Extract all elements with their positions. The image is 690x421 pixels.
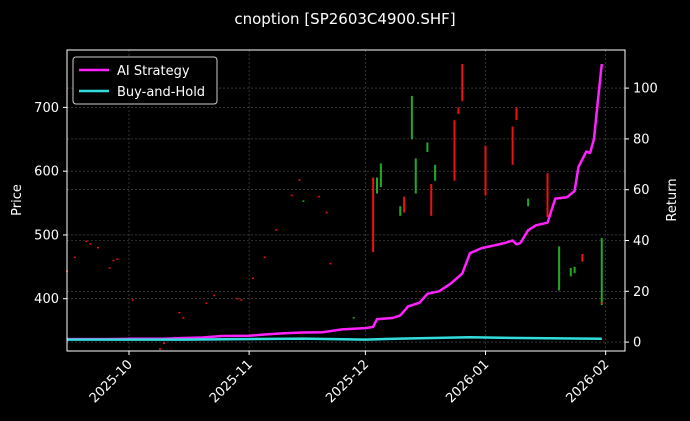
- legend-label-strategy: AI Strategy: [117, 64, 190, 79]
- y-right-axis: 0 20 40 60 80 100: [625, 82, 658, 351]
- y-right-tick-label: 40: [633, 234, 650, 249]
- y-right-tick-label: 100: [633, 82, 658, 97]
- price-mark: [213, 294, 216, 297]
- candle: [573, 266, 576, 274]
- price-mark: [275, 229, 278, 231]
- y-left-axis: 400 500 600 700: [34, 101, 67, 307]
- y-right-tick-label: 20: [633, 285, 650, 300]
- candle: [426, 142, 429, 153]
- series-line-strategy: [67, 63, 604, 341]
- y-right-label: Return: [665, 178, 680, 221]
- chart-title: cnoption [SP2603C4900.SHF]: [234, 10, 455, 28]
- y-left-tick-label: 500: [34, 228, 59, 243]
- price-mark: [263, 256, 266, 259]
- y-left-label: Price: [10, 184, 25, 216]
- price-mark: [162, 342, 165, 345]
- series-lines: [67, 63, 604, 341]
- y-right-tick-label: 80: [633, 132, 650, 147]
- candle: [461, 64, 464, 102]
- price-mark: [85, 240, 88, 243]
- candle: [546, 173, 549, 218]
- y-left-tick-label: 700: [34, 101, 59, 116]
- price-mark: [73, 256, 76, 259]
- price-mark: [236, 297, 239, 300]
- price-mark: [600, 302, 603, 304]
- candles: [372, 64, 603, 306]
- candle: [430, 183, 433, 216]
- candle: [515, 107, 518, 121]
- price-mark: [182, 317, 185, 319]
- candle: [581, 254, 584, 262]
- series-line-buy-hold: [67, 336, 602, 341]
- price-mark: [240, 299, 243, 301]
- candle: [484, 145, 487, 196]
- y-right-tick-label: 0: [633, 336, 641, 351]
- legend: AI Strategy Buy-and-Hold: [72, 56, 218, 105]
- candle: [399, 206, 402, 216]
- price-mark: [205, 302, 208, 304]
- price-mark: [159, 348, 161, 350]
- price-mark: [352, 317, 355, 319]
- candle: [527, 198, 530, 207]
- grid: [67, 50, 625, 351]
- legend-label-buy-hold: Buy-and-Hold: [117, 85, 205, 100]
- candle: [569, 268, 572, 277]
- candle: [457, 107, 460, 114]
- plot-frame: [66, 49, 626, 352]
- candle: [600, 238, 603, 306]
- y-left-tick-label: 400: [34, 292, 59, 307]
- price-mark: [116, 258, 119, 260]
- candle: [434, 164, 437, 181]
- price-mark: [302, 200, 305, 202]
- price-mark: [317, 195, 320, 198]
- price-mark: [178, 311, 181, 314]
- candle: [376, 177, 378, 194]
- price-mark: [290, 194, 293, 197]
- price-mark: [89, 243, 92, 245]
- price-mark: [298, 179, 301, 181]
- price-mark: [325, 211, 328, 214]
- price-mark: [97, 246, 99, 249]
- candle: [372, 177, 375, 253]
- price-mark: [112, 259, 115, 262]
- candle: [453, 120, 456, 181]
- y-right-tick-label: 60: [633, 183, 650, 198]
- candle: [558, 246, 561, 291]
- candle: [379, 163, 382, 188]
- candle: [410, 95, 413, 140]
- price-mark: [329, 262, 332, 265]
- price-mark: [252, 277, 254, 280]
- price-mark: [131, 299, 134, 301]
- candle: [414, 158, 417, 194]
- price-mark: [108, 267, 111, 269]
- y-left-tick-label: 600: [34, 165, 59, 180]
- candle: [403, 196, 406, 213]
- candle: [511, 126, 514, 165]
